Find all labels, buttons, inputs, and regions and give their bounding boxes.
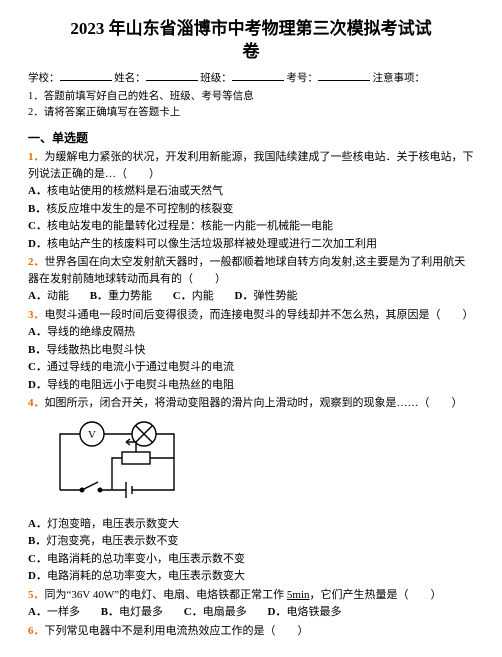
svg-text:V: V	[88, 429, 96, 441]
q3-option-c: C．通过导线的电流小于通过电熨斗的电流	[28, 359, 474, 376]
section-heading: 一、单选题	[28, 129, 474, 147]
class-blank	[232, 70, 284, 81]
q5-time: 5min	[287, 589, 310, 601]
examno-blank	[318, 70, 370, 81]
name-label: 姓名：	[114, 73, 146, 84]
q4-option-c: C．电路消耗的总功率变小，电压表示数不变	[28, 551, 474, 568]
q2-stem: 世界各国在向太空发射航天器时，一般都顺着地球自转方向发射,这主要是为了利用航天器…	[28, 256, 465, 285]
q4-option-a: A．灯泡变暗，电压表示数变大	[28, 516, 474, 533]
question-5: 5．同为“36V 40W”的电灯、电扇、电烙铁都正常工作 5min，它们产生热量…	[28, 587, 474, 604]
q1-number: 1．	[28, 151, 45, 163]
school-label: 学校：	[28, 73, 60, 84]
q1-stem: 为缓解电力紧张的状况，开发利用新能源，我国陆续建成了一些核电站．关于核电站，下列…	[28, 151, 474, 180]
instruction-1: 1．答题前填写好自己的姓名、班级、考号等信息	[28, 89, 474, 105]
question-1: 1．为缓解电力紧张的状况，开发利用新能源，我国陆续建成了一些核电站．关于核电站，…	[28, 149, 474, 182]
q2-number: 2．	[28, 256, 45, 268]
q4-option-b: B．灯泡变亮，电压表示数不变	[28, 533, 474, 550]
q4-option-d: D．电路消耗的总功率变大，电压表示数变大	[28, 568, 474, 585]
q6-stem: 下列常见电器中不是利用电流热效应工作的是（ ）	[45, 625, 309, 637]
question-2: 2．世界各国在向太空发射航天器时，一般都顺着地球自转方向发射,这主要是为了利用航…	[28, 254, 474, 287]
question-6: 6．下列常见电器中不是利用电流热效应工作的是（ ）	[28, 623, 474, 640]
instruction-2: 2．请将答案正确填写在答题卡上	[28, 105, 474, 121]
title-line-2: 卷	[243, 42, 260, 61]
q3-option-a: A．导线的绝缘皮隔热	[28, 324, 474, 341]
q1-option-d: D．核电站产生的核废料可以像生活垃圾那样被处理或进行二次加工利用	[28, 236, 474, 253]
note-label: 注意事项：	[373, 73, 426, 84]
q2-options: A．动能 B．重力势能 C．内能 D．弹性势能	[28, 288, 474, 305]
q3-number: 3．	[28, 309, 45, 321]
q5-options: A．一样多 B．电灯最多 C．电扇最多 D．电烙铁最多	[28, 604, 474, 621]
question-4: 4．如图所示，闭合开关，将滑动变阻器的滑片向上滑动时，观察到的现象是……（ ）	[28, 395, 474, 412]
question-3: 3．电熨斗通电一段时间后变得很烫，而连接电熨斗的导线却并不怎么热，其原因是（ ）	[28, 307, 474, 324]
q5-number: 5．	[28, 589, 45, 601]
q5-stem-a: 同为“36V 40W”的电灯、电扇、电烙铁都正常工作	[45, 589, 287, 601]
q6-number: 6．	[28, 625, 45, 637]
exam-title: 2023 年山东省淄博市中考物理第三次模拟考试试 卷	[28, 18, 474, 64]
student-info-row: 学校： 姓名： 班级： 考号： 注意事项：	[28, 70, 474, 87]
q3-stem: 电熨斗通电一段时间后变得很烫，而连接电熨斗的导线却并不怎么热，其原因是（ ）	[45, 309, 474, 321]
examno-label: 考号：	[286, 73, 318, 84]
q1-option-a: A．核电站使用的核燃料是石油或天然气	[28, 183, 474, 200]
name-blank	[146, 70, 198, 81]
q3-option-d: D．导线的电阻远小于电熨斗电热丝的电阻	[28, 377, 474, 394]
q1-option-b: B．核反应堆中发生的是不可控制的核裂变	[28, 201, 474, 218]
q4-stem: 如图所示，闭合开关，将滑动变阻器的滑片向上滑动时，观察到的现象是……（ ）	[45, 397, 463, 409]
school-blank	[60, 70, 112, 81]
class-label: 班级：	[200, 73, 232, 84]
q4-number: 4．	[28, 397, 45, 409]
q3-option-b: B．导线散热比电熨斗快	[28, 342, 474, 359]
title-line-1: 2023 年山东省淄博市中考物理第三次模拟考试试	[70, 19, 431, 38]
q1-option-c: C．核电站发电的能量转化过程是：核能一内能一机械能一电能	[28, 218, 474, 235]
circuit-diagram: V	[42, 418, 474, 510]
q5-stem-b: ，它们产生热量是（ ）	[310, 589, 442, 601]
